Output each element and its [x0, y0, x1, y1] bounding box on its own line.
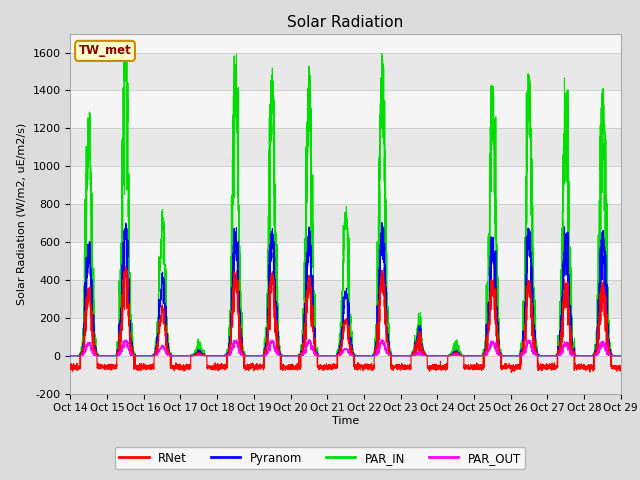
PAR_OUT: [438, 353, 446, 359]
Bar: [70, 128, 621, 166]
RNet: [67, 363, 74, 369]
PAR_IN: [325, 353, 333, 359]
PAR_IN: [500, 353, 508, 359]
Pyranom: [469, 353, 477, 359]
RNet: [469, 367, 477, 373]
PAR_OUT: [325, 353, 333, 359]
Line: PAR_OUT: PAR_OUT: [70, 340, 621, 356]
PAR_OUT: [616, 353, 624, 359]
PAR_IN: [617, 353, 625, 359]
PAR_OUT: [469, 353, 477, 359]
PAR_OUT: [67, 353, 74, 359]
Bar: [70, 52, 621, 90]
Pyranom: [67, 353, 74, 359]
Bar: [70, 204, 621, 242]
Line: PAR_IN: PAR_IN: [70, 43, 621, 356]
RNet: [166, 352, 173, 358]
Bar: [70, 166, 621, 204]
Pyranom: [616, 353, 624, 359]
Pyranom: [378, 219, 385, 225]
Bar: [70, 356, 621, 394]
Pyranom: [166, 350, 173, 356]
X-axis label: Time: Time: [332, 416, 359, 426]
PAR_IN: [616, 353, 624, 359]
Bar: [70, 90, 621, 128]
PAR_IN: [166, 350, 173, 356]
RNet: [616, 364, 624, 370]
RNet: [500, 364, 508, 370]
PAR_IN: [469, 353, 477, 359]
Bar: [70, 280, 621, 318]
PAR_OUT: [500, 353, 508, 359]
Pyranom: [438, 353, 446, 359]
PAR_OUT: [617, 353, 625, 359]
RNet: [122, 264, 130, 270]
Text: TW_met: TW_met: [79, 44, 131, 58]
Pyranom: [617, 353, 625, 359]
Title: Solar Radiation: Solar Radiation: [287, 15, 404, 30]
RNet: [617, 365, 625, 371]
Bar: [70, 318, 621, 356]
Line: Pyranom: Pyranom: [70, 222, 621, 356]
PAR_IN: [67, 353, 74, 359]
PAR_OUT: [166, 352, 173, 358]
Line: RNet: RNet: [70, 267, 621, 372]
Legend: RNet, Pyranom, PAR_IN, PAR_OUT: RNet, Pyranom, PAR_IN, PAR_OUT: [115, 447, 525, 469]
Y-axis label: Solar Radiation (W/m2, uE/m2/s): Solar Radiation (W/m2, uE/m2/s): [17, 122, 27, 305]
Pyranom: [500, 353, 508, 359]
RNet: [325, 362, 333, 368]
Pyranom: [325, 353, 333, 359]
PAR_OUT: [305, 337, 313, 343]
Bar: [70, 242, 621, 280]
RNet: [438, 364, 446, 370]
RNet: [508, 370, 515, 375]
PAR_IN: [438, 353, 446, 359]
PAR_IN: [122, 40, 130, 46]
